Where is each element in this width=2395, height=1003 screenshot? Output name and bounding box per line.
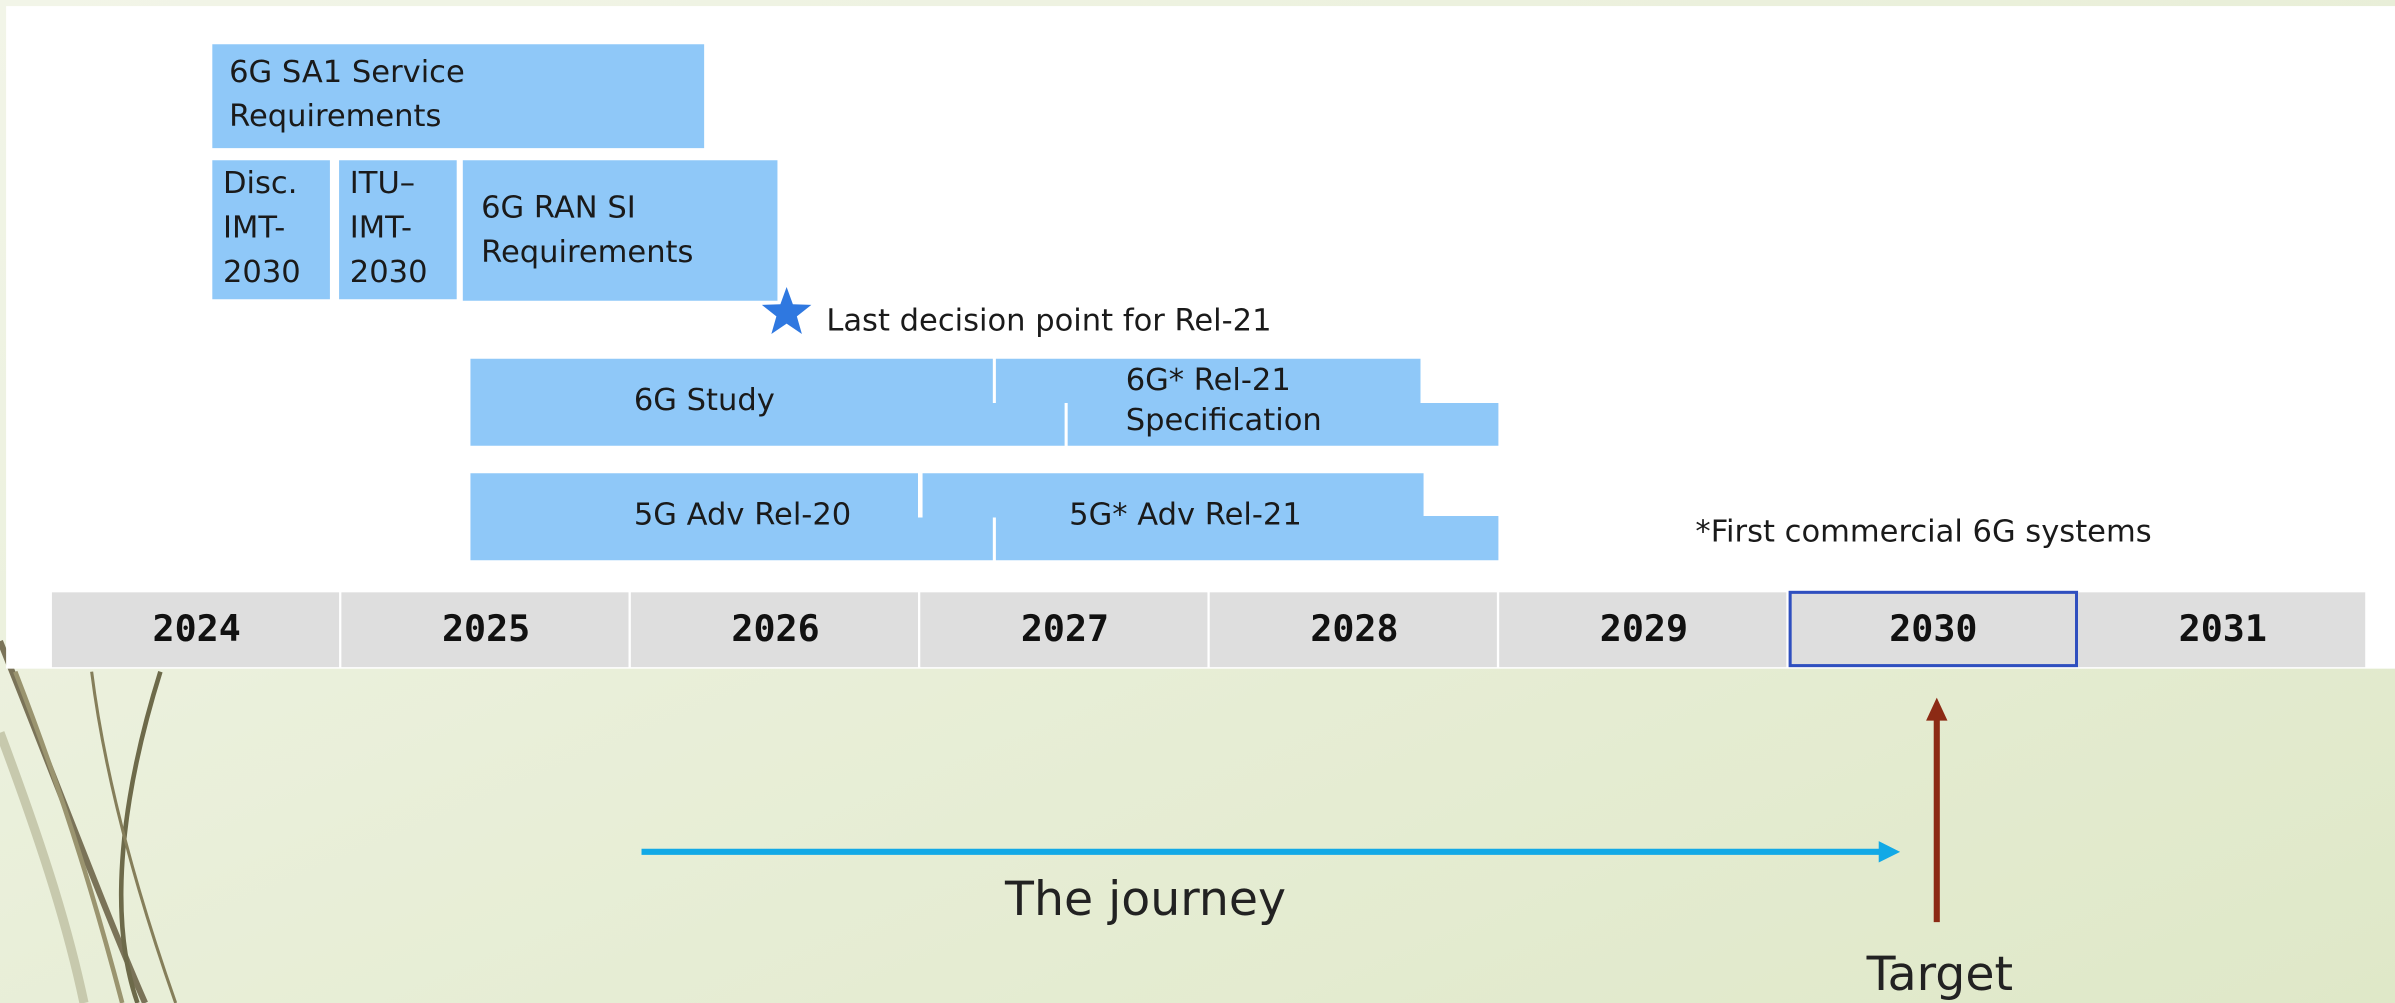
footnote: *First commercial 6G systems [1695, 514, 2151, 549]
block-label: 6G* Rel-21 [1126, 363, 1291, 398]
block-label: Requirements [229, 99, 441, 134]
block-label: 6G RAN SI [481, 191, 636, 226]
block-label: 5G Adv Rel-20 [634, 498, 851, 533]
year-label: 2028 [1310, 607, 1398, 650]
year-label: 2027 [1021, 607, 1109, 650]
block-label: Specification [1126, 403, 1322, 438]
year-label: 2024 [153, 607, 241, 650]
block-label: IMT- [350, 211, 412, 246]
block-label: IMT- [223, 211, 285, 246]
block-label: 2030 [223, 255, 301, 290]
slide: 6G SA1 Service Requirements Disc. IMT- 2030 I… [0, 0, 2395, 1003]
page: {"blocks": [ {"lines": ["6G SA1 Service"… [0, 0, 2395, 1003]
block-label: 6G Study [634, 383, 775, 418]
block-label: 2030 [350, 255, 428, 290]
timeline-block [463, 160, 778, 300]
block-label: Disc. [223, 166, 297, 201]
milestone-label: Last decision point for Rel-21 [826, 304, 1271, 339]
year-label: 2026 [731, 607, 819, 650]
journey-label: The journey [1004, 872, 1286, 927]
year-label: 2025 [442, 607, 530, 650]
year-label: 2030 [1889, 607, 1977, 650]
year-label: 2031 [2179, 607, 2267, 650]
block-label: 5G* Adv Rel-21 [1069, 498, 1302, 533]
block-label: Requirements [481, 235, 693, 270]
target-label: Target [1866, 947, 2013, 1002]
block-label: ITU– [350, 166, 415, 201]
block-label: 6G SA1 Service [229, 55, 465, 90]
year-label: 2029 [1600, 607, 1688, 650]
